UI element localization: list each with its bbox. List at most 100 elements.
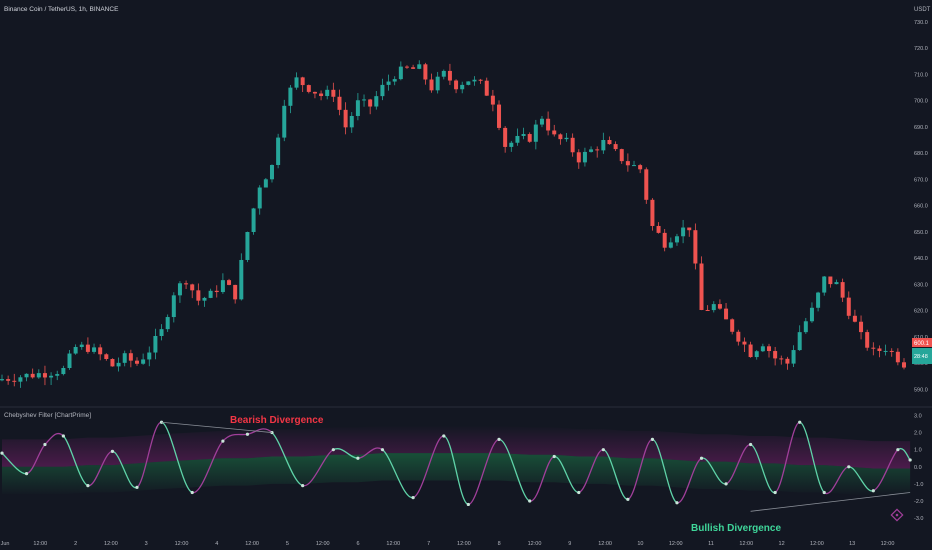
candle-body	[859, 321, 864, 333]
candle-body	[128, 353, 133, 361]
band-lower-fill	[2, 453, 911, 496]
candle-body	[619, 149, 624, 162]
price-pane[interactable]	[0, 60, 906, 388]
oscillator-pivot	[871, 489, 875, 493]
candle-body	[147, 352, 152, 360]
price-tick-label: 640.0	[914, 256, 928, 262]
candle-body	[564, 137, 569, 140]
oscillator-line-segment	[774, 421, 801, 494]
candle-body	[889, 350, 894, 352]
oscillator-pivot	[908, 458, 912, 462]
price-tick-label: 660.0	[914, 204, 928, 210]
oscillator-pivot	[0, 451, 4, 455]
oscillator-tick-label: 2.0	[914, 431, 922, 437]
candle-body	[423, 64, 428, 80]
candle-body	[411, 67, 416, 69]
candle-body	[497, 104, 502, 128]
candle-body	[319, 93, 324, 97]
oscillator-pivot	[24, 472, 29, 476]
oscillator-line-segment	[136, 421, 162, 488]
candle-body	[42, 373, 47, 378]
oscillator-line-segment	[412, 435, 445, 499]
time-tick-label: 12:00	[175, 541, 189, 547]
candle-body	[785, 358, 790, 364]
candle-body	[668, 242, 673, 248]
time-tick-label: 12:00	[528, 541, 542, 547]
time-tick-label: 12:00	[598, 541, 612, 547]
price-tick-label: 610.0	[914, 335, 928, 341]
candle-body	[865, 332, 870, 348]
price-tick-label: 600.0	[914, 361, 928, 367]
oscillator-line-segment	[62, 435, 89, 487]
candle-body	[638, 165, 643, 170]
oscillator-pivot	[356, 456, 360, 460]
oscillator-tick-label: 0.0	[914, 465, 922, 471]
candle-body	[767, 346, 772, 352]
candle-body	[233, 284, 238, 300]
candle-body	[251, 208, 256, 233]
candle-body	[895, 351, 900, 363]
candle-body	[227, 280, 232, 285]
candle-body	[760, 346, 765, 352]
time-tick-label: 12:00	[33, 541, 47, 547]
candle-body	[325, 89, 330, 97]
indicator-title[interactable]: Chebyshev Filter [ChartPrime]	[4, 412, 91, 419]
oscillator-line-segment	[498, 438, 531, 502]
candle-body	[687, 227, 692, 231]
oscillator-pivot	[110, 449, 115, 453]
time-tick-label: 13	[849, 541, 855, 547]
bearish-divergence-label: Bearish Divergence	[230, 415, 324, 426]
time-tick-label: 7	[427, 541, 430, 547]
candle-body	[662, 232, 667, 248]
candle-body	[552, 130, 557, 135]
oscillator-line-segment	[750, 443, 776, 494]
candle-body	[435, 76, 440, 91]
price-axis[interactable]: 730.0 720.0 710.0 700.0 690.0 680.0 670.0 660.0…	[914, 20, 928, 394]
oscillator-line-segment	[192, 440, 224, 494]
oscillator-pivot	[528, 499, 532, 503]
time-axis[interactable]: Jun 12:00 2 12:00 3 12:00 4 12:00 5 12:00 6 12:00 7 1…	[1, 541, 895, 547]
candle-body	[288, 87, 293, 106]
candle-body	[582, 151, 587, 163]
candle-body	[674, 236, 679, 243]
oscillator-line-segment	[44, 432, 64, 445]
time-tick-label: 10	[637, 541, 643, 547]
candle-body	[245, 232, 250, 260]
diamond-icon[interactable]	[890, 508, 904, 522]
oscillator-pivot	[552, 454, 556, 459]
candle-body	[822, 276, 827, 293]
oscillator-pivot	[822, 490, 826, 495]
candle-body	[269, 164, 274, 180]
price-tick-label: 690.0	[914, 125, 928, 131]
time-tick-label: 12:00	[739, 541, 753, 547]
candle-body	[306, 85, 311, 92]
oscillator-line-segment	[357, 447, 383, 459]
price-tick-label: 620.0	[914, 309, 928, 315]
oscillator-line-segment	[271, 432, 303, 487]
oscillator-tick-label: 1.0	[914, 448, 922, 454]
time-tick-label: 12	[779, 541, 785, 547]
oscillator-pivot	[380, 448, 385, 452]
candle-body	[368, 99, 373, 107]
oscillator-tick-label: -2.0	[914, 499, 923, 505]
bearish-divergence-line	[161, 421, 273, 433]
oscillator-pivot	[724, 482, 728, 486]
oscillator-pivot	[699, 456, 704, 460]
candle-body	[184, 283, 189, 285]
candle-body	[595, 149, 600, 151]
candle-body	[816, 292, 821, 308]
oscillator-line-segment	[468, 438, 500, 506]
oscillator-axis[interactable]: 3.0 2.0 1.0 0.0 -1.0 -2.0 -3.0	[914, 413, 923, 522]
candle-body	[644, 169, 649, 200]
oscillator-line-segment	[872, 449, 899, 492]
price-tick-label: 650.0	[914, 230, 928, 236]
oscillator-line-segment	[381, 449, 414, 499]
candle-body	[312, 91, 317, 94]
oscillator-tick-label: -1.0	[914, 482, 923, 488]
candle-body	[484, 80, 489, 96]
candle-body	[398, 66, 403, 80]
candle-body	[840, 282, 845, 298]
oscillator-line-segment	[161, 421, 193, 494]
price-tick-label: 710.0	[914, 72, 928, 78]
